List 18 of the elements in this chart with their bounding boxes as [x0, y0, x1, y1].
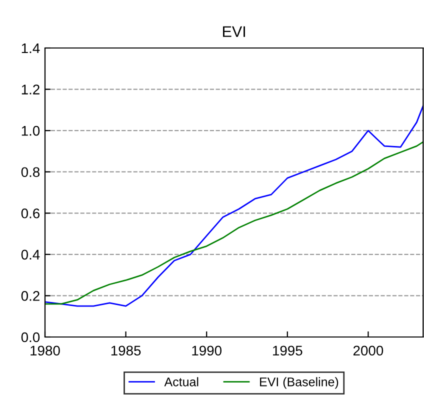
- x-tick-label: 1985: [111, 346, 141, 356]
- y-tick-label: 1.0: [22, 126, 40, 136]
- x-tick-label: 1995: [273, 346, 302, 356]
- y-tick-label: 0.2: [21, 291, 40, 301]
- y-tick-label: 0.4: [21, 250, 40, 260]
- legend-label: EVI (Baseline): [260, 377, 338, 389]
- legend-label: Actual: [164, 377, 198, 386]
- line-series: [45, 105, 424, 307]
- chart-title: EVI: [223, 26, 245, 37]
- x-tick-label: 1990: [192, 346, 222, 356]
- line-series: [45, 141, 424, 305]
- y-tick-label: 1.2: [22, 84, 40, 94]
- y-tick-label: 1.4: [22, 43, 40, 54]
- x-tick-label: 1980: [30, 346, 60, 356]
- y-tick-label: 0.6: [21, 208, 40, 218]
- y-tick-label: 0.8: [21, 167, 40, 178]
- y-tick-label: 0.0: [21, 332, 40, 342]
- x-tick-label: 2000: [353, 346, 384, 356]
